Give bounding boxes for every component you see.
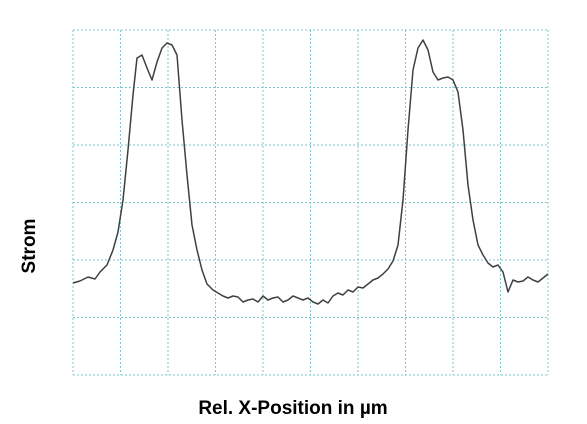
data-line — [72, 39, 549, 305]
y-axis-title: Strom — [19, 219, 40, 274]
x-axis-title: Rel. X-Position in µm — [198, 398, 387, 419]
